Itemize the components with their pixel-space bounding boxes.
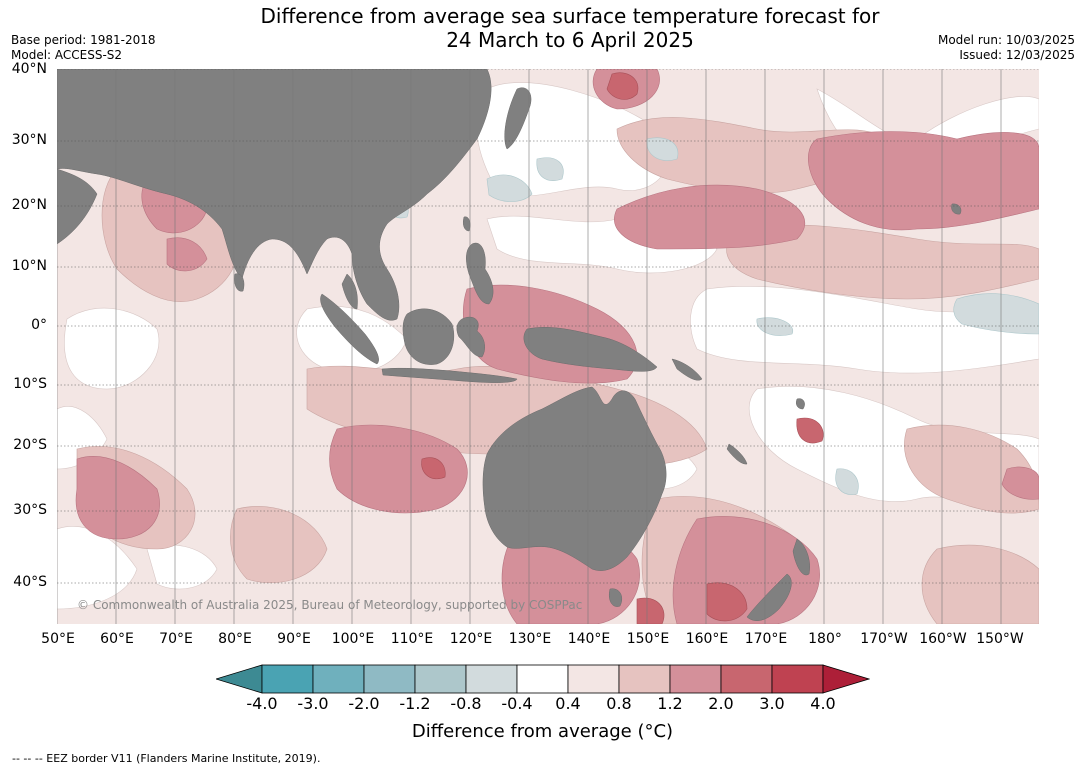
lat-label-40n: 40°N <box>11 61 47 77</box>
landmass-philippines <box>466 242 494 305</box>
landmass-sulawesi <box>456 316 485 358</box>
lat-label-20n: 20°N <box>11 197 47 213</box>
lon-label-140e: 140°E <box>567 631 611 647</box>
colorbar-label: Difference from average (°C) <box>411 721 674 742</box>
colorbar-tick-label: -0.4 <box>501 694 533 713</box>
meta-left: Base period: 1981-2018 Model: ACCESS-S2 <box>11 33 156 63</box>
lon-label-80e: 80°E <box>218 631 252 647</box>
footer-note: -- -- -- EEZ border V11 (Flanders Marine… <box>12 752 321 765</box>
chart-title: Difference from average sea surface temp… <box>0 4 1085 52</box>
colorbar-cell <box>261 664 314 694</box>
meridians <box>57 69 1002 624</box>
colorbar-tick-label: 0.4 <box>555 694 581 713</box>
colorbar-extend-high <box>822 664 870 694</box>
title-line-2: 24 March to 6 April 2025 <box>446 28 694 52</box>
colorbar <box>216 664 870 694</box>
colorbar-tick-label: 2.0 <box>708 694 734 713</box>
colorbar-cell <box>669 664 722 694</box>
colorbar-tick-label: 1.2 <box>657 694 683 713</box>
model-run: Model run: 10/03/2025 <box>937 33 1075 47</box>
landmass-java <box>381 367 518 383</box>
colorbar-cell <box>720 664 773 694</box>
lon-label-160e: 160°E <box>685 631 729 647</box>
lon-label-110e: 110°E <box>390 631 434 647</box>
colorbar-tick-label: -1.2 <box>399 694 431 713</box>
landmass-new-zealand-north <box>792 538 810 576</box>
colorbar-cell <box>771 664 824 694</box>
colorbar-tick-label: 4.0 <box>810 694 836 713</box>
landmass-sri-lanka <box>234 273 245 292</box>
lon-label-100e: 100°E <box>331 631 375 647</box>
landmass-fiji <box>796 398 805 410</box>
sst-anomaly-map <box>57 69 1039 624</box>
colorbar-cell <box>516 664 569 694</box>
colorbar-cell <box>312 664 365 694</box>
colorbar-cells <box>216 664 870 694</box>
colorbar-tick-label: -0.8 <box>450 694 482 713</box>
lat-label-10s: 10°S <box>13 376 47 392</box>
lon-label-170e: 170°E <box>744 631 788 647</box>
colorbar-cell <box>414 664 467 694</box>
colorbar-extend-low <box>216 664 263 694</box>
landmass-taiwan <box>462 216 471 232</box>
colorbar-tick-label: -3.0 <box>297 694 329 713</box>
landmass-sumatra <box>320 293 379 365</box>
landmass-asia <box>57 69 492 321</box>
landmass-solomon-islands <box>671 358 703 381</box>
lat-label-20s: 20°S <box>13 437 47 453</box>
landmass-new-guinea <box>523 327 658 372</box>
issued-date: Issued: 12/03/2025 <box>959 48 1075 62</box>
colorbar-cell <box>618 664 671 694</box>
lat-label-10n: 10°N <box>11 258 47 274</box>
colorbar-tick-label: -2.0 <box>348 694 380 713</box>
lon-label-170w: 170°W <box>860 631 908 647</box>
model-name: Model: ACCESS-S2 <box>11 48 123 62</box>
colorbar-cell <box>567 664 620 694</box>
lon-label-180: 180° <box>808 631 842 647</box>
lat-label-40s: 40°S <box>13 574 47 590</box>
colorbar-tick-label: -4.0 <box>246 694 278 713</box>
lat-label-30n: 30°N <box>11 132 47 148</box>
colorbar-tick-label: 3.0 <box>759 694 785 713</box>
lon-label-160w: 160°W <box>919 631 967 647</box>
lon-label-50e: 50°E <box>41 631 75 647</box>
lon-label-150w: 150°W <box>976 631 1024 647</box>
cool-anomaly-patches <box>385 137 1039 495</box>
meta-right: Model run: 10/03/2025 Issued: 12/03/2025 <box>938 33 1075 63</box>
title-line-1: Difference from average sea surface temp… <box>260 4 880 28</box>
landmass-tasmania <box>609 588 623 607</box>
landmass-new-caledonia <box>726 443 748 465</box>
landmass-arabia <box>57 168 98 245</box>
colorbar-cell <box>363 664 416 694</box>
copyright-notice: © Commonwealth of Australia 2025, Bureau… <box>77 598 583 612</box>
lat-label-equator: 0° <box>31 317 47 333</box>
very-warm-spots <box>421 72 824 624</box>
lon-label-60e: 60°E <box>100 631 134 647</box>
graticule <box>57 69 1039 584</box>
lon-label-90e: 90°E <box>277 631 311 647</box>
lat-label-30s: 30°S <box>13 502 47 518</box>
lon-label-70e: 70°E <box>159 631 193 647</box>
landmass-hawaii <box>951 203 962 215</box>
landmass-borneo <box>402 308 455 365</box>
lon-label-130e: 130°E <box>508 631 552 647</box>
landmass-malay-peninsula <box>341 273 358 310</box>
colorbar-tick-label: 0.8 <box>606 694 632 713</box>
base-period: Base period: 1981-2018 <box>11 33 156 47</box>
lon-label-120e: 120°E <box>449 631 493 647</box>
lon-label-150e: 150°E <box>626 631 670 647</box>
colorbar-cell <box>465 664 518 694</box>
